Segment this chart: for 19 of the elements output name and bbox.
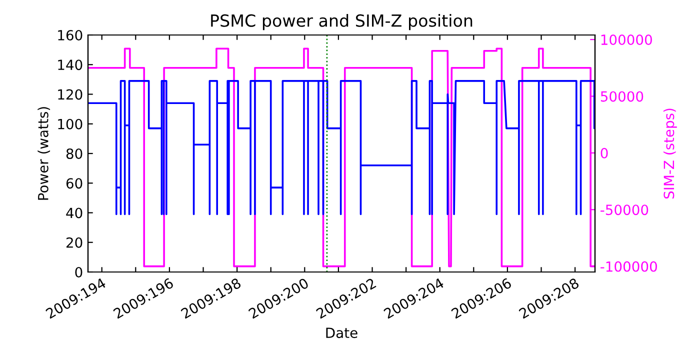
y-tick-label: 120 xyxy=(58,89,82,100)
x-axis-title: Date xyxy=(326,328,358,338)
y-axis-title: Power (watts) xyxy=(38,107,50,200)
y2-tick-label: 100000 xyxy=(601,34,652,46)
y-tick-label: 100 xyxy=(58,118,82,130)
line-series xyxy=(88,80,595,216)
y-tick-label: 60 xyxy=(66,178,82,189)
y-tick-label: 40 xyxy=(66,208,82,218)
y-tick-label: 20 xyxy=(66,237,82,248)
y2-tick-label: -100000 xyxy=(600,261,657,272)
chart-title: PSMC power and SIM-Z position xyxy=(211,14,472,30)
y2-tick-label: 0 xyxy=(600,148,608,158)
y2-tick-label: 50000 xyxy=(600,91,644,102)
y-tick-label: 160 xyxy=(58,30,82,40)
y-tick-label: 80 xyxy=(66,148,82,159)
y-tick-label: 0 xyxy=(75,266,82,278)
y2-tick-label: -50000 xyxy=(600,204,648,216)
y-tick-label: 140 xyxy=(58,60,82,70)
y2-axis-title: SIM-Z (steps) xyxy=(663,108,677,199)
